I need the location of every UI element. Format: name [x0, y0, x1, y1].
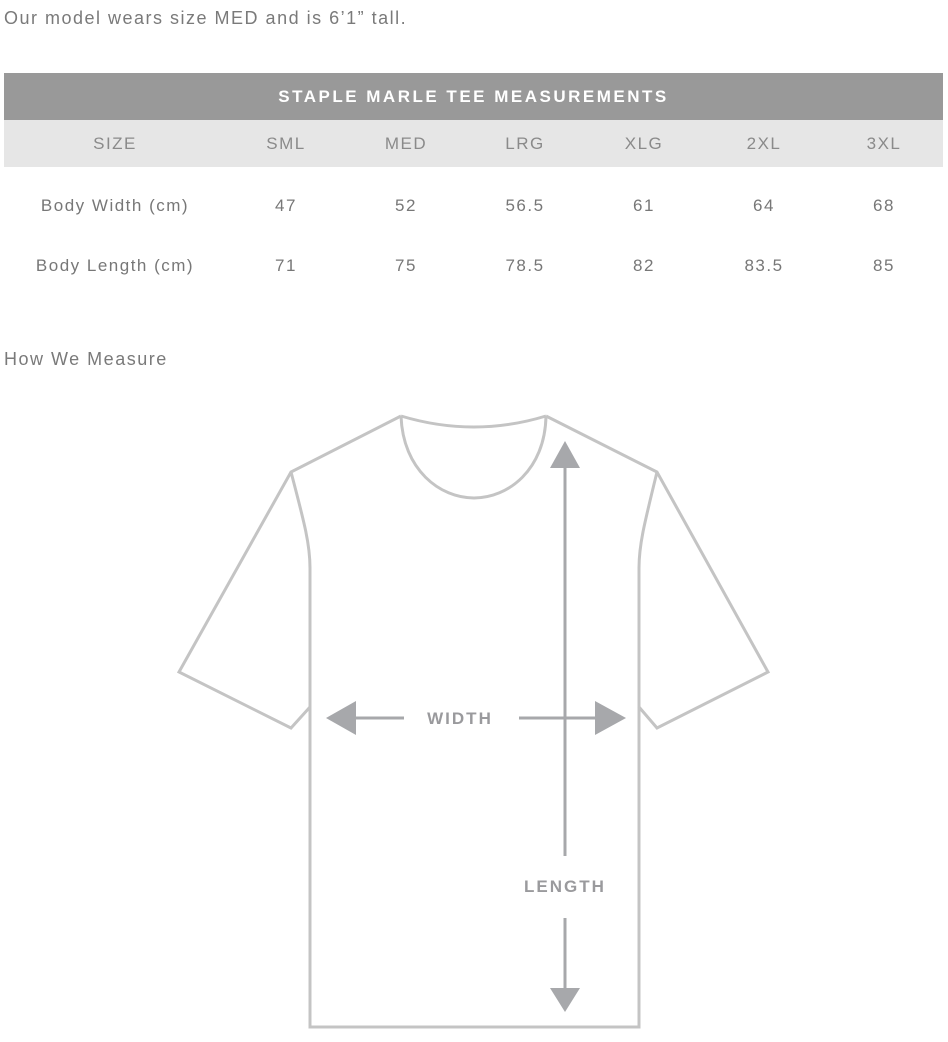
neckline: [400, 414, 547, 429]
value-cell: 71: [275, 256, 297, 275]
header-cell: XLG: [624, 134, 664, 153]
table-row: Body Length (cm) 71 75 78.5 82 83.5 85: [4, 256, 943, 276]
row-label: Body Length (cm): [35, 256, 195, 275]
table-title: STAPLE MARLE TEE MEASUREMENTS: [4, 73, 943, 120]
length-label: LENGTH: [524, 877, 606, 896]
value-cell: 68: [873, 196, 895, 215]
value-cell: 61: [633, 196, 655, 215]
value-cell: 78.5: [505, 256, 545, 275]
measurements-table: STAPLE MARLE TEE MEASUREMENTS SIZE SML MED…: [4, 73, 943, 307]
length-arrow: [550, 441, 580, 1012]
header-cell: 3XL: [866, 134, 902, 153]
header-cell: LRG: [505, 134, 545, 153]
table-row: Body Width (cm) 47 52 56.5 61 64 68: [4, 196, 943, 216]
width-label: WIDTH: [427, 709, 493, 728]
arrow-left-icon: [326, 701, 356, 735]
value-cell: 47: [275, 196, 297, 215]
value-cell: 82: [633, 256, 655, 275]
header-cell: SML: [266, 134, 306, 153]
collar: [399, 415, 548, 500]
arrow-up-icon: [550, 441, 580, 468]
width-arrow: [326, 701, 626, 735]
value-cell: 85: [873, 256, 895, 275]
value-cell: 64: [753, 196, 775, 215]
table-header-row: SIZE SML MED LRG XLG 2XL 3XL: [4, 120, 943, 167]
how-we-measure-heading: How We Measure: [4, 349, 168, 369]
arrow-down-icon: [550, 988, 580, 1012]
right-side: [545, 414, 771, 730]
value-cell: 75: [395, 256, 417, 275]
header-cell: SIZE: [93, 134, 137, 153]
header-cell: 2XL: [746, 134, 782, 153]
row-label: Body Width (cm): [40, 196, 190, 215]
arrow-right-icon: [595, 701, 626, 735]
value-cell: 52: [395, 196, 417, 215]
value-cell: 83.5: [744, 256, 784, 275]
tshirt-outline: [176, 414, 771, 1029]
table-body: Body Width (cm) 47 52 56.5 61 64 68 Body Lengt…: [4, 167, 943, 307]
header-cell: MED: [384, 134, 428, 153]
left-side: [176, 414, 659, 1029]
value-cell: 56.5: [505, 196, 545, 215]
model-size-note: Our model wears size MED and is 6’1” tal…: [4, 8, 408, 28]
